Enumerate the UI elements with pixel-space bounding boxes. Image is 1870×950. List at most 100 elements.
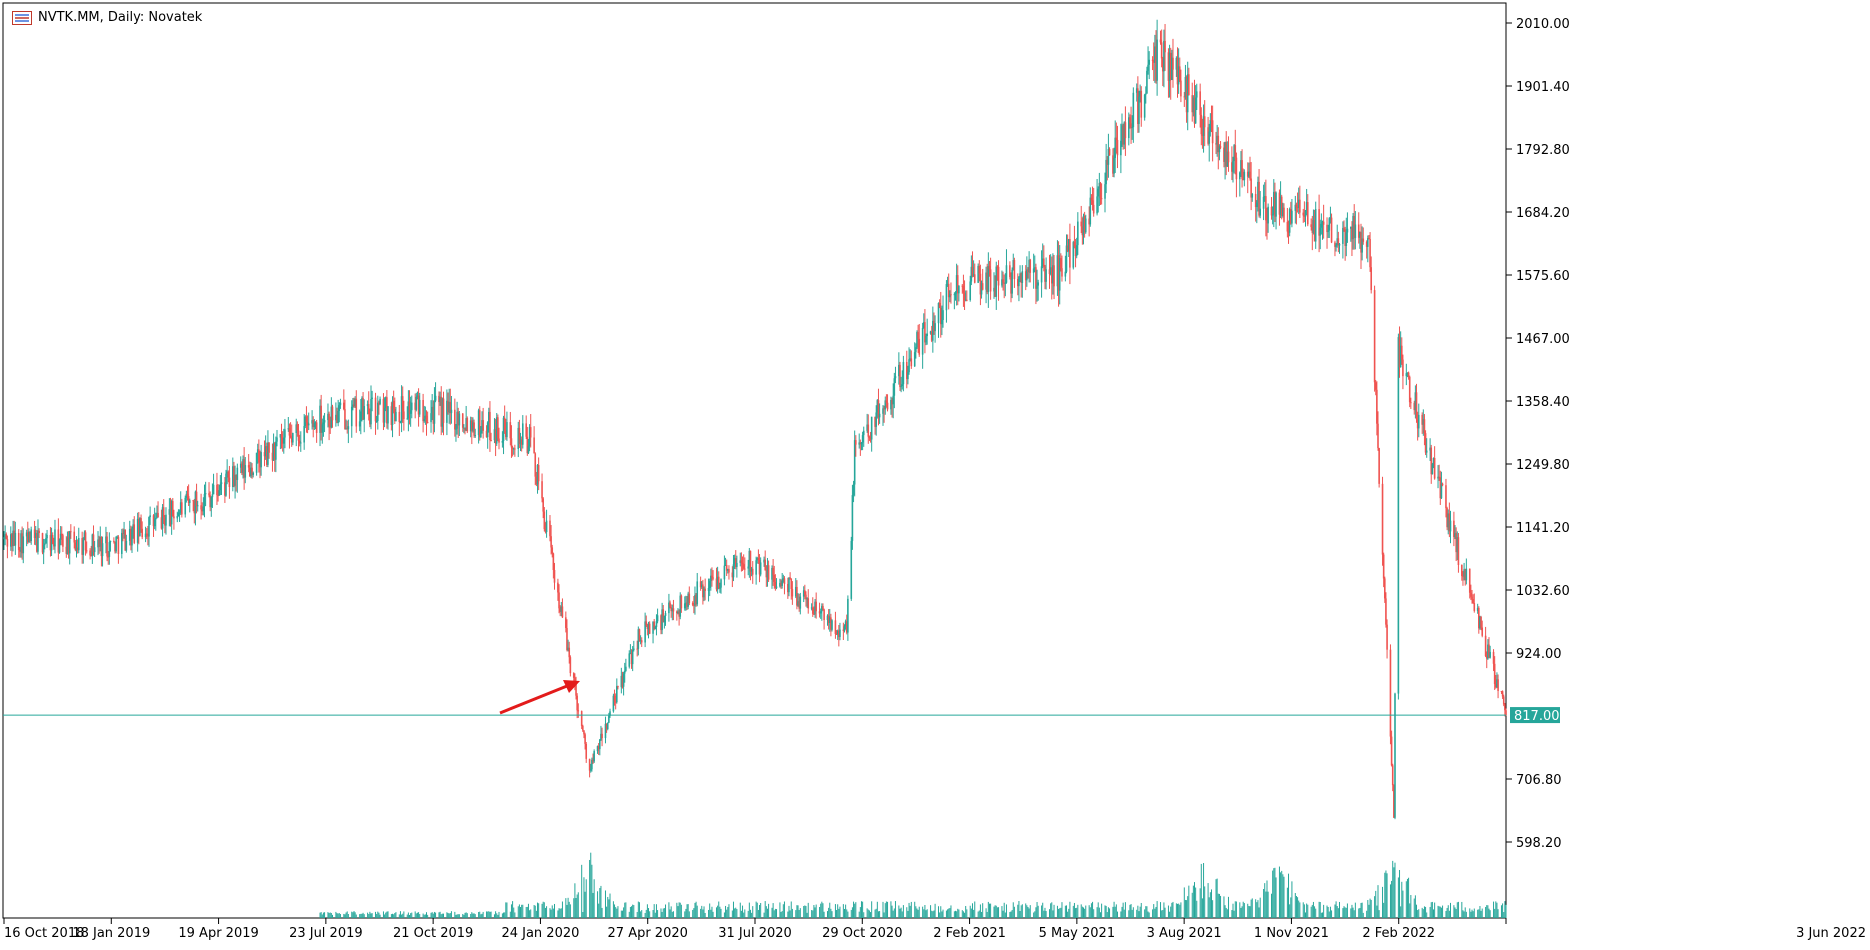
candle — [1462, 571, 1464, 586]
candle — [75, 536, 78, 558]
candle — [393, 397, 396, 425]
volume-bar — [446, 912, 448, 918]
candle — [1209, 113, 1212, 137]
candle — [926, 318, 928, 345]
candle — [1424, 430, 1427, 456]
candle — [535, 471, 538, 487]
volume-bar — [731, 910, 733, 918]
candle — [744, 557, 746, 579]
volume-bar — [399, 911, 401, 918]
volume-bar — [1446, 907, 1448, 918]
volume-bar — [1011, 910, 1013, 918]
candle — [1088, 206, 1090, 237]
volume-bar — [1122, 902, 1124, 918]
candle — [22, 528, 25, 564]
candle — [1432, 457, 1435, 469]
volume-bar — [1139, 906, 1141, 918]
candle — [922, 313, 925, 329]
candle — [638, 628, 641, 642]
x-tick-label: 3 Jun 2022 — [1796, 926, 1866, 941]
candle — [1289, 201, 1292, 225]
volume-bar — [363, 914, 365, 918]
candle — [1154, 34, 1156, 83]
candle — [986, 263, 989, 295]
candle — [1041, 243, 1044, 269]
candle — [900, 376, 902, 393]
candle — [177, 509, 180, 517]
candle — [314, 421, 317, 430]
volume-bar — [1148, 912, 1150, 918]
candle — [1218, 144, 1221, 161]
volume-bar — [390, 914, 392, 918]
volume-bar — [1203, 863, 1205, 918]
candle — [263, 440, 266, 467]
volume-bar — [346, 911, 348, 918]
volume-bar — [1473, 908, 1475, 918]
volume-bar — [1232, 903, 1234, 918]
candle — [366, 400, 369, 415]
candle — [423, 405, 426, 423]
volume-bar — [950, 905, 952, 918]
volume-bar — [1291, 881, 1293, 918]
volume-bar — [660, 908, 662, 918]
candle — [511, 445, 514, 457]
candle — [482, 407, 484, 439]
volume-bar — [1163, 902, 1165, 918]
volume-bar — [1493, 901, 1495, 918]
candle — [557, 578, 559, 601]
candle — [899, 361, 901, 391]
candle — [637, 626, 640, 656]
candle — [985, 266, 987, 304]
volume-bar — [322, 912, 324, 918]
volume-bar — [945, 910, 947, 918]
candle — [907, 365, 909, 385]
volume-bar — [1109, 908, 1111, 918]
candle — [545, 509, 548, 538]
candle — [859, 439, 862, 456]
volume-bar — [1462, 910, 1464, 918]
volume-bar — [804, 905, 806, 918]
volume-bar — [971, 903, 973, 918]
candle — [1321, 220, 1324, 240]
candle — [869, 431, 872, 443]
volume-bar — [981, 911, 983, 918]
candle — [92, 525, 95, 556]
candle — [414, 393, 416, 419]
volume-bar — [1019, 911, 1021, 918]
volume-bar — [1044, 907, 1046, 918]
volume-bar — [455, 914, 457, 918]
volume-bar — [812, 910, 814, 918]
volume-bar — [1017, 904, 1019, 918]
volume-bar — [393, 914, 395, 918]
volume-bar — [1145, 906, 1147, 918]
candle — [1065, 234, 1068, 274]
candle — [740, 552, 743, 572]
volume-bar — [923, 909, 925, 918]
volume-bar — [696, 905, 698, 918]
volume-bar — [557, 910, 559, 918]
candle — [749, 550, 752, 581]
candle — [1368, 235, 1370, 240]
volume-bar — [529, 910, 531, 918]
x-tick-label: 18 Jan 2019 — [72, 926, 150, 941]
candle — [244, 457, 247, 484]
volume-bar — [1343, 906, 1345, 918]
candle — [4, 525, 6, 546]
candle — [941, 305, 943, 336]
volume-bar — [598, 903, 600, 918]
candle — [157, 501, 159, 518]
candle — [311, 410, 313, 430]
volume-bar — [526, 906, 528, 918]
candle — [371, 390, 373, 412]
volume-bar — [609, 893, 611, 918]
candle — [756, 556, 759, 564]
volume-bar — [798, 909, 800, 918]
candle — [628, 650, 631, 669]
volume-bar — [1061, 902, 1063, 918]
candle — [1225, 131, 1228, 176]
candle — [544, 522, 547, 534]
volume-bar — [481, 913, 483, 918]
candle — [399, 420, 402, 424]
